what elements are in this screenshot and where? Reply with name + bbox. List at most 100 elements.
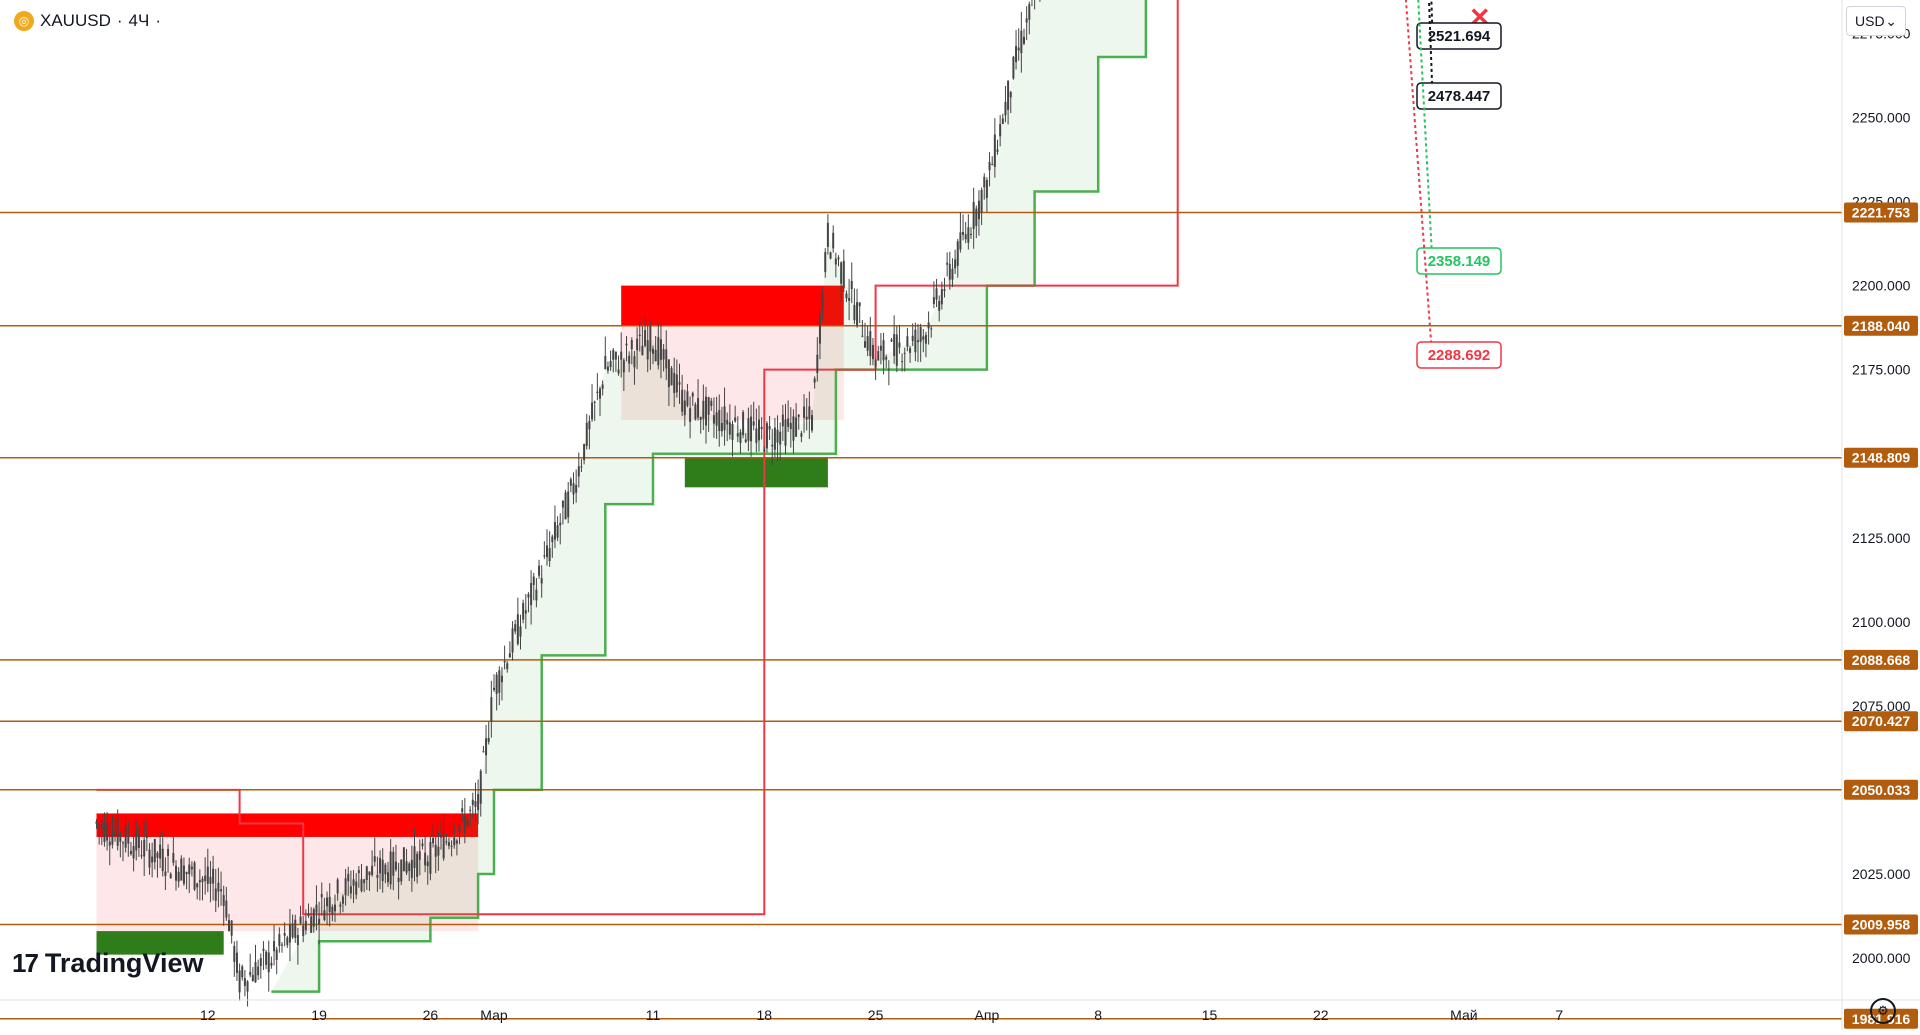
symbol-name[interactable]: XAUUSD [40, 11, 111, 30]
price-axis-panel[interactable] [1842, 0, 1920, 1030]
candle-body [546, 545, 548, 558]
y-tick-label: 2250.000 [1852, 110, 1911, 126]
stop-cross-icon [1471, 8, 1489, 25]
candle-body [185, 871, 188, 875]
candle-body [739, 432, 742, 443]
timeframe-label[interactable]: 4Ч [128, 11, 150, 30]
callout-box[interactable] [1416, 82, 1502, 110]
candle-body [538, 565, 541, 576]
candle-body [1004, 101, 1007, 116]
candle-body [967, 227, 970, 243]
candle-body [392, 851, 395, 876]
x-tick-label: 22 [1313, 1007, 1329, 1023]
candle-body [628, 355, 631, 364]
candle-body [649, 325, 652, 352]
currency-select[interactable]: USD ⌄ [1846, 6, 1906, 36]
candle-body [575, 484, 578, 493]
candle-body [609, 361, 612, 368]
candle-body [959, 232, 962, 250]
candle-body [400, 859, 403, 882]
candle-body [816, 354, 819, 374]
candle-body [373, 856, 376, 862]
candle-body [402, 847, 405, 872]
candle-body [795, 417, 798, 437]
candle-body [1023, 36, 1025, 44]
candle-body [917, 340, 919, 343]
tradingview-logo[interactable]: 17 TradingView [12, 948, 203, 979]
x-tick-label: 26 [423, 1007, 439, 1023]
level-badge-label: 2148.809 [1852, 450, 1911, 466]
candle-body [697, 398, 700, 418]
x-tick-label: 25 [868, 1007, 884, 1023]
candle-body [551, 536, 554, 543]
candle-body [641, 345, 644, 356]
candle-body [985, 179, 988, 198]
candle-body [593, 401, 596, 404]
candle-body [416, 853, 419, 877]
candle-body [591, 402, 594, 420]
candle-body [951, 268, 954, 280]
candle-body [919, 327, 922, 342]
candle-body [169, 873, 172, 879]
candle-body [678, 382, 681, 385]
candle-body [890, 339, 893, 342]
candle-body [866, 336, 869, 351]
candle-body [437, 846, 440, 856]
level-badge-label: 2221.753 [1852, 204, 1911, 220]
candle-body [572, 483, 575, 495]
candle-body [482, 751, 485, 753]
candle-body [596, 391, 599, 394]
candle-body [991, 163, 994, 166]
candle-body [410, 859, 413, 878]
callout-box[interactable] [1416, 247, 1502, 275]
candle-body [233, 945, 236, 962]
candle-body [561, 500, 564, 508]
level-badge [1844, 914, 1918, 935]
candle-body [999, 124, 1002, 137]
candle-layer [95, 0, 1041, 1007]
candle-body [577, 466, 580, 477]
candle-body [164, 871, 167, 876]
candle-body [336, 879, 339, 894]
candle-body [307, 913, 310, 916]
candle-body [532, 576, 535, 586]
candle-body [773, 427, 776, 450]
candle-body [188, 864, 191, 875]
candle-body [800, 433, 803, 437]
candle-body [723, 406, 726, 431]
candle-body [1020, 30, 1023, 54]
candle-body [845, 293, 848, 299]
supertrend-up-fill [271, 0, 1146, 992]
candle-body [964, 234, 967, 240]
candle-body [108, 841, 111, 846]
settings-icon[interactable]: ⚙ [1870, 998, 1896, 1024]
candle-body [1017, 47, 1020, 51]
candle-body [251, 974, 254, 982]
candle-body [225, 900, 228, 918]
candle-body [1015, 46, 1018, 63]
candle-body [450, 845, 453, 847]
candle-body [328, 896, 331, 913]
candle-body [204, 875, 207, 881]
candle-body [357, 870, 360, 874]
candle-body [421, 843, 424, 847]
callout-box[interactable] [1416, 341, 1502, 369]
candle-body [832, 232, 835, 249]
candle-body [379, 858, 382, 874]
candle-body [217, 882, 220, 892]
symbol-header[interactable]: ◎ XAUUSD · 4Ч · [8, 6, 167, 36]
candle-body [318, 918, 321, 925]
candle-body [246, 981, 249, 992]
candle-body [418, 851, 421, 860]
candle-body [975, 208, 978, 226]
candle-body [127, 836, 130, 844]
callout-box[interactable] [1416, 22, 1502, 50]
candle-body [604, 356, 607, 370]
candle-body [850, 280, 853, 290]
candle-body [304, 920, 307, 931]
level-badge-label: 2188.040 [1852, 318, 1911, 334]
candle-body [834, 258, 837, 265]
candle-body [943, 289, 946, 291]
